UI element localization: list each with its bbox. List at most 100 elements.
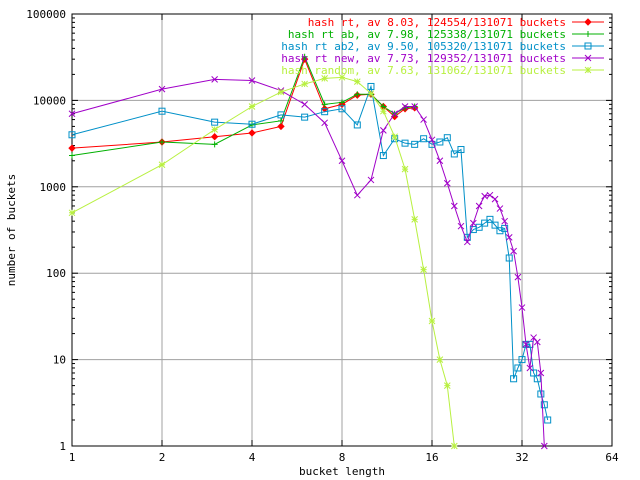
series-4-point	[481, 192, 489, 200]
series-5-point	[277, 88, 285, 96]
series-1-point	[210, 132, 219, 141]
y-axis-ticks: 1 10 100 1000 10000 100000	[26, 8, 612, 453]
series-3-point	[68, 131, 76, 139]
series-3-point	[540, 401, 548, 409]
legend-label: hash rt, av 8.03, 124554/131071 buckets	[308, 16, 566, 29]
series-3-point	[537, 390, 545, 398]
series-1-point	[277, 122, 285, 131]
x-axis-label: bucket length	[299, 465, 385, 478]
series-4-point	[411, 103, 419, 110]
x-tick-label: 2	[159, 451, 166, 464]
legend-label: hash rt ab2, av 9.50, 105320/131071 buck…	[281, 40, 566, 53]
series-3-point	[510, 375, 518, 383]
series-3-point	[301, 113, 309, 121]
series-3-point	[457, 146, 465, 154]
series-2-point	[211, 141, 218, 148]
series-3-point	[411, 140, 419, 148]
series-4-point	[321, 119, 329, 127]
series-5-point	[248, 103, 256, 110]
series-5-point	[391, 133, 399, 141]
series-4-point	[301, 100, 309, 108]
series-4-point	[211, 76, 219, 83]
series-3-point	[450, 150, 458, 158]
legend: hash rt, av 8.03, 124554/131071 bucketsh…	[281, 16, 604, 77]
series-3-point	[211, 118, 219, 126]
legend-marker	[584, 18, 592, 26]
series-4-point	[486, 191, 494, 199]
series-3-point	[443, 134, 451, 142]
y-tick-label: 10000	[33, 94, 66, 107]
legend-marker	[585, 31, 591, 37]
series-group	[68, 53, 552, 450]
series-5-point	[450, 442, 458, 450]
series-4-point	[436, 157, 444, 165]
series-5-point	[321, 74, 329, 82]
series-5-point	[436, 356, 444, 363]
series-4-point	[379, 127, 387, 134]
series-4-point	[367, 176, 375, 184]
series-4-point	[401, 103, 409, 110]
series-4-point	[540, 442, 548, 450]
series-4-point	[475, 202, 483, 210]
series-5-point	[68, 209, 76, 217]
series-3-point	[338, 105, 346, 113]
x-tick-label: 4	[249, 451, 256, 464]
series-4-point	[518, 304, 526, 311]
series-3-point	[505, 254, 513, 262]
series-3-point	[420, 135, 428, 143]
series-5-point	[158, 161, 166, 169]
series-4-point	[457, 222, 465, 230]
series-5-point	[428, 317, 436, 325]
x-tick-label: 32	[515, 451, 528, 464]
x-tick-label: 1	[69, 451, 76, 464]
series-3-point	[530, 369, 538, 377]
series-2-point	[69, 152, 75, 159]
series-4-point	[450, 202, 458, 210]
series-4-point	[537, 369, 545, 377]
series-4-line	[71, 78, 545, 447]
series-3-point	[436, 138, 444, 146]
legend-marker	[584, 42, 592, 50]
series-5-point	[338, 73, 346, 81]
series-4-point	[158, 85, 166, 93]
legend-label: hash random, av 7.63, 131062/131071 buck…	[281, 64, 566, 77]
series-3-point	[379, 152, 387, 160]
series-2-point	[301, 53, 308, 60]
series-3-point	[401, 139, 409, 147]
series-2-point	[321, 101, 328, 108]
series-4-point	[443, 179, 451, 187]
series-4	[68, 76, 548, 450]
series-4-point	[526, 364, 534, 372]
series-3-point	[481, 219, 489, 227]
series-3-point	[367, 82, 375, 90]
series-4-point	[469, 219, 477, 227]
series-3-point	[486, 215, 494, 223]
series-5-point	[411, 215, 419, 223]
series-5-point	[379, 107, 387, 115]
series-4-point	[510, 247, 517, 255]
series-3-point	[321, 108, 329, 116]
series-4-point	[496, 205, 504, 212]
series-4-point	[391, 110, 399, 118]
series-4-point	[68, 110, 76, 118]
series-4-point	[248, 77, 256, 84]
series-2-point	[354, 91, 361, 98]
series-4-point	[530, 334, 537, 341]
x-tick-label: 64	[605, 451, 619, 464]
series-4-point	[428, 136, 436, 144]
legend-marker	[584, 66, 592, 74]
series-5-point	[353, 78, 361, 85]
x-tick-label: 16	[425, 451, 438, 464]
series-3-line	[71, 84, 549, 421]
series-3-point	[353, 121, 361, 129]
legend-label: hash rt ab, av 7.98, 125338/131071 bucke…	[288, 28, 566, 41]
series-2-point	[159, 139, 165, 145]
series-5-point	[211, 126, 219, 133]
series-4-point	[463, 238, 471, 246]
series-3-point	[248, 120, 256, 128]
series-3	[68, 82, 552, 424]
series-4-point	[514, 273, 522, 281]
series-1-point	[248, 129, 256, 137]
series-5-point	[401, 165, 409, 173]
